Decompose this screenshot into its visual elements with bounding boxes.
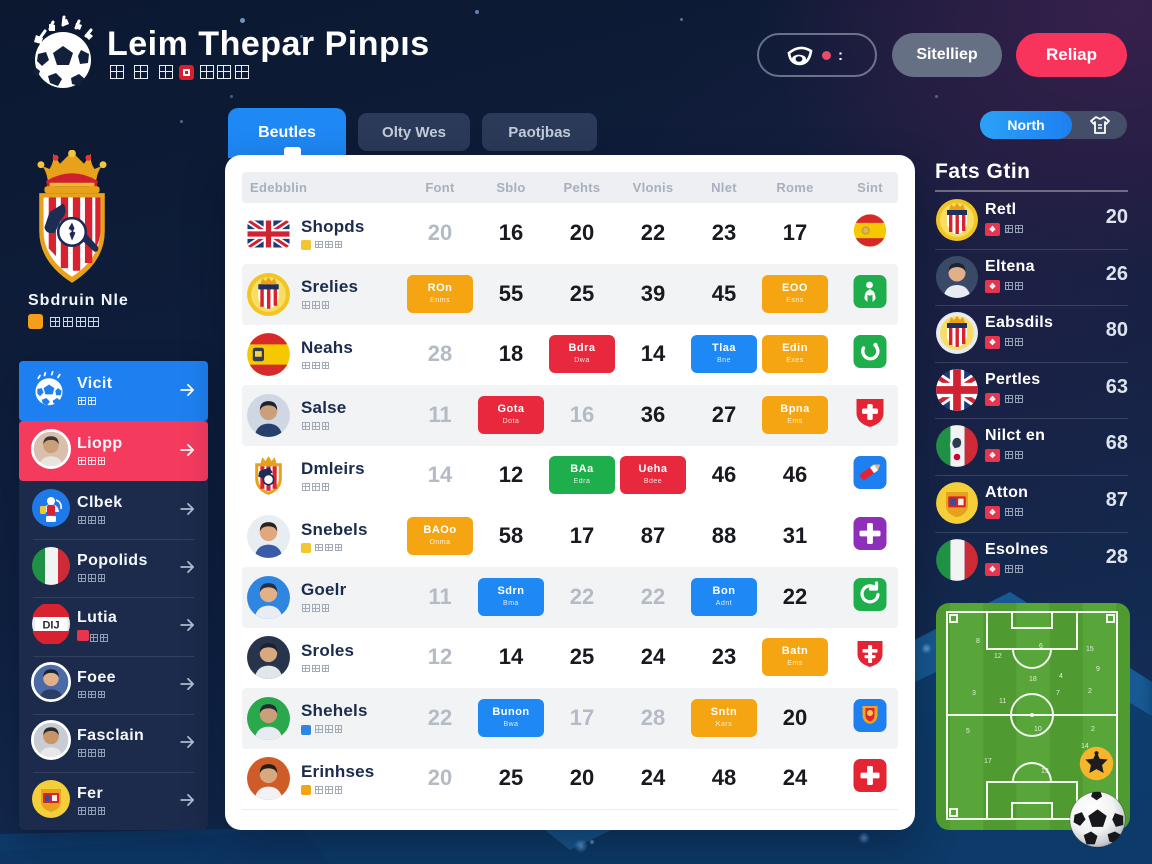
svg-text:18: 18: [1029, 676, 1037, 683]
svg-text:2: 2: [1091, 726, 1095, 733]
svg-text:5: 5: [966, 728, 970, 735]
svg-text:12: 12: [994, 653, 1002, 660]
svg-text:DIJ: DIJ: [42, 619, 59, 631]
svg-text:13: 13: [1041, 768, 1049, 775]
svg-text:3: 3: [972, 690, 976, 697]
svg-text:11: 11: [999, 698, 1006, 705]
svg-text:2: 2: [1088, 688, 1092, 695]
svg-text:4: 4: [1059, 673, 1063, 680]
svg-text:9: 9: [1096, 666, 1100, 673]
svg-text:6: 6: [1039, 643, 1043, 650]
svg-text:17: 17: [984, 758, 992, 765]
svg-text:8: 8: [976, 638, 980, 645]
svg-text:7: 7: [1056, 690, 1060, 697]
svg-text:14: 14: [1081, 743, 1089, 750]
svg-text:10: 10: [1034, 726, 1042, 733]
svg-text:15: 15: [1086, 646, 1094, 653]
